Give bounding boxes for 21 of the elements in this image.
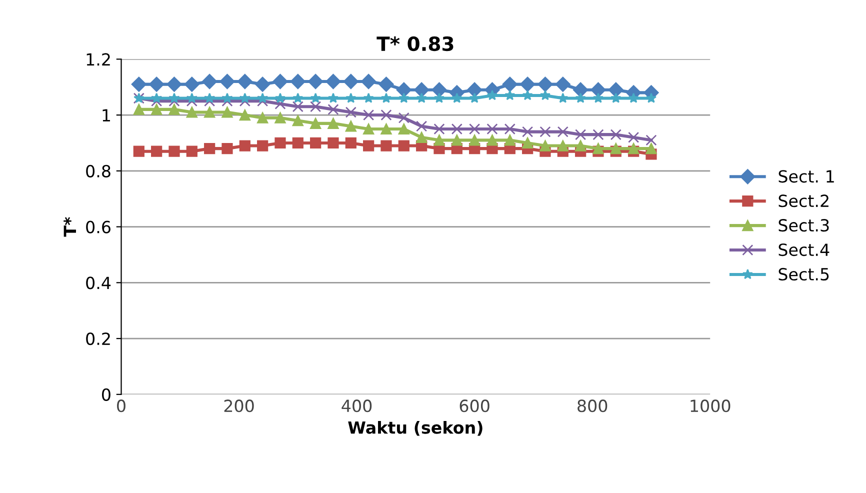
legend-label: Sect.4: [778, 243, 830, 256]
x-tick-label: 600: [460, 400, 490, 412]
y-tick-label: 1.2: [86, 53, 110, 66]
x-axis-title: Waktu (sekon): [348, 420, 482, 436]
y-tick-label: 0.8: [86, 164, 110, 178]
y-tick-label: 0.2: [86, 332, 110, 346]
legend-label: Sect.5: [778, 268, 829, 281]
y-axis-title: T*: [64, 217, 76, 237]
x-tick-label: 1000: [690, 400, 730, 412]
legend-label: Sect. 1: [778, 170, 834, 183]
x-tick-label: 0: [117, 400, 126, 412]
y-tick-label: 0.6: [86, 220, 110, 234]
y-tick-label: 0.4: [86, 276, 111, 290]
y-tick-label: 0: [102, 388, 110, 401]
y-tick-label: 1: [102, 109, 110, 122]
legend-label: Sect.3: [778, 219, 829, 232]
chart-title: T* 0.83: [376, 36, 454, 52]
legend-label: Sect.2: [778, 194, 828, 208]
x-tick-label: 800: [578, 400, 608, 412]
x-tick-label: 200: [224, 400, 254, 412]
x-tick-label: 400: [342, 400, 372, 412]
